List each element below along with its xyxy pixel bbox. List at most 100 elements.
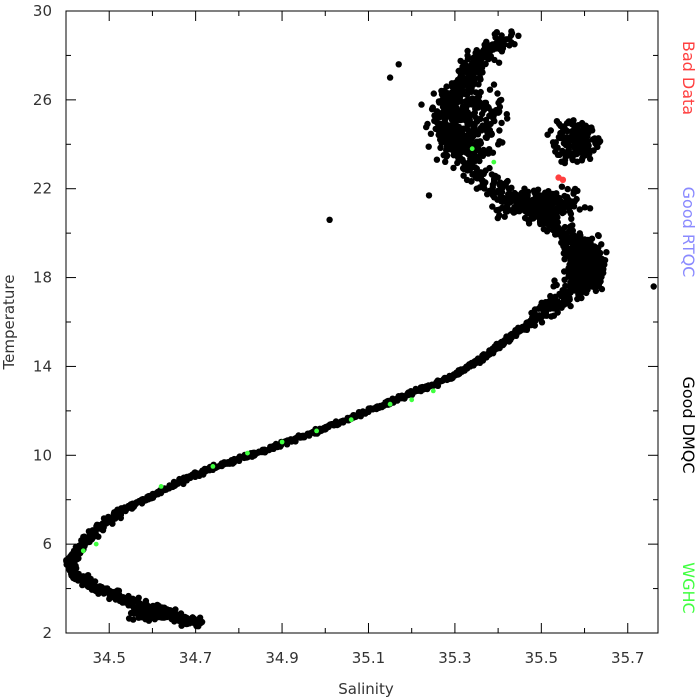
dmqc-point (156, 612, 163, 619)
dmqc-point (521, 192, 529, 199)
dmqc-point (450, 122, 457, 130)
dmqc-point (525, 217, 532, 224)
y-tick-label: 30 (33, 2, 52, 20)
dmqc-point (520, 204, 527, 211)
wghc-point (469, 146, 475, 152)
dmqc-point (584, 251, 591, 259)
dmqc-point (554, 298, 561, 305)
dmqc-point (464, 47, 471, 55)
dmqc-point (576, 137, 583, 144)
dmqc-point (446, 100, 453, 107)
dmqc-point (549, 226, 557, 234)
dmqc-point (138, 606, 146, 614)
dmqc-point (545, 216, 553, 223)
dmqc-point (506, 42, 513, 49)
dmqc-point (468, 134, 476, 141)
y-tick-label: 6 (42, 535, 52, 553)
dmqc-point (452, 102, 459, 110)
wghc-point (93, 541, 99, 547)
dmqc-point (300, 434, 307, 441)
dmqc-point (462, 68, 469, 76)
dmqc-point (490, 81, 498, 88)
dmqc-point (559, 129, 566, 137)
dmqc-point (561, 245, 568, 253)
dmqc-point (650, 283, 657, 290)
dmqc-point (446, 131, 454, 138)
dmqc-point (598, 241, 605, 248)
y-tick-label: 18 (33, 269, 52, 287)
dmqc-point (434, 126, 441, 133)
dmqc-point (532, 207, 539, 214)
dmqc-point (480, 106, 488, 114)
dmqc-point (567, 202, 574, 209)
dmqc-point (463, 176, 471, 184)
dmqc-point (479, 177, 486, 185)
dmqc-point (459, 137, 467, 144)
dmqc-point (504, 115, 511, 122)
dmqc-point (564, 185, 571, 193)
dmqc-point (425, 143, 432, 150)
legend-entry: Bad Data (679, 41, 698, 115)
dmqc-point (472, 99, 479, 106)
dmqc-point (476, 157, 483, 165)
dmqc-point (491, 56, 498, 64)
dmqc-point (488, 131, 495, 138)
dmqc-point (271, 444, 278, 451)
dmqc-point (565, 265, 572, 272)
dmqc-point (435, 120, 442, 128)
dmqc-point (562, 240, 569, 247)
dmqc-point (572, 252, 579, 259)
dmqc-point (550, 283, 557, 290)
dmqc-point (134, 597, 141, 604)
dmqc-point (463, 91, 471, 99)
dmqc-point (576, 230, 583, 237)
dmqc-point (542, 299, 549, 306)
dmqc-point (457, 57, 464, 65)
dmqc-point (418, 101, 425, 108)
dmqc-point (471, 62, 479, 69)
dmqc-point (439, 103, 447, 111)
wghc-point (158, 484, 164, 489)
dmqc-point (561, 297, 569, 304)
dmqc-point (533, 212, 540, 219)
wghc-point (80, 548, 86, 554)
dmqc-point (442, 158, 449, 165)
dmqc-point (498, 32, 505, 39)
dmqc-point (581, 287, 589, 294)
dmqc-point (572, 284, 580, 292)
dmqc-point (562, 135, 569, 142)
dmqc-point (491, 194, 498, 201)
dmqc-point (597, 261, 605, 268)
dmqc-point (577, 293, 584, 300)
dmqc-point (578, 119, 586, 127)
dmqc-point (507, 32, 515, 39)
dmqc-point (570, 187, 577, 195)
dmqc-point (570, 270, 577, 277)
dmqc-point (477, 115, 484, 123)
dmqc-point (595, 232, 602, 240)
dmqc-point (501, 213, 508, 220)
dmqc-point (495, 141, 502, 148)
dmqc-point (444, 107, 451, 115)
dmqc-point (591, 264, 598, 272)
dmqc-point (530, 319, 537, 326)
dmqc-point (438, 91, 446, 98)
dmqc-point (536, 199, 543, 206)
dmqc-point (438, 139, 445, 147)
dmqc-point (433, 156, 441, 163)
dmqc-point (585, 246, 593, 253)
dmqc-point (585, 266, 592, 273)
dmqc-point (488, 171, 496, 178)
dmqc-point (463, 78, 470, 85)
dmqc-point (359, 408, 367, 415)
dmqc-point (551, 277, 558, 284)
wghc-point (387, 401, 393, 407)
dmqc-point (429, 104, 436, 111)
dmqc-point (114, 594, 122, 601)
dmqc-point (584, 240, 591, 247)
bad-data-point (559, 176, 567, 183)
dmqc-point (588, 235, 596, 242)
dmqc-point (95, 533, 102, 540)
y-tick-label: 26 (33, 91, 52, 109)
dmqc-point (579, 259, 587, 267)
